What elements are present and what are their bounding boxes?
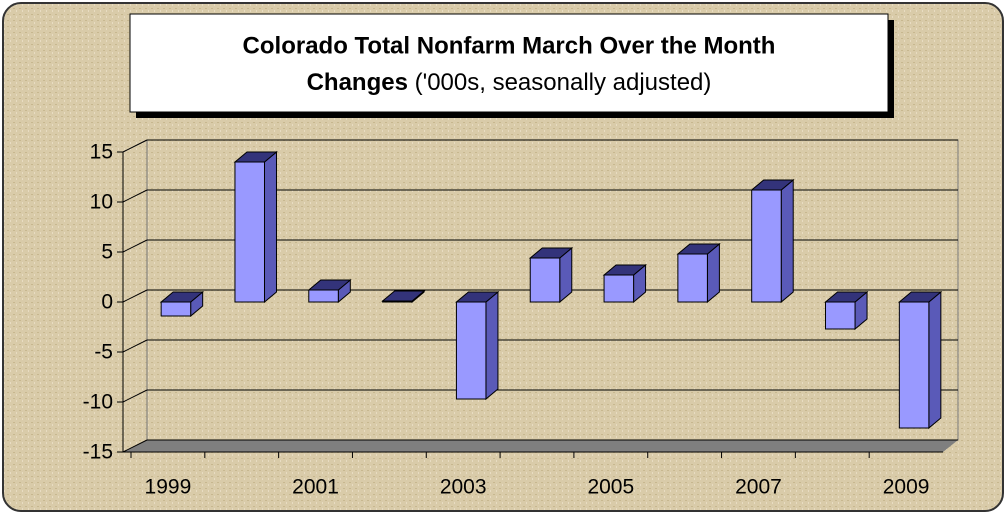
subtitle: ('000s, seasonally adjusted)	[415, 69, 712, 96]
bar	[677, 253, 708, 303]
bar	[308, 289, 339, 303]
y-tick-label: -15	[83, 441, 113, 464]
grid-line-side	[122, 189, 148, 203]
grid-line-side	[122, 139, 148, 153]
title-line2: Changes	[307, 69, 408, 96]
grid-line-side	[122, 339, 148, 353]
y-tick-label: -10	[83, 391, 113, 414]
x-tick-label: 2007	[735, 476, 782, 499]
bar-side	[928, 290, 942, 430]
bar	[160, 301, 192, 317]
background	[2, 2, 1004, 512]
bar-side	[263, 150, 277, 304]
bar	[898, 301, 930, 429]
chart-title: Colorado Total Nonfarm March Over the Mo…	[243, 32, 776, 59]
bar	[529, 257, 561, 303]
x-tick-label: 1999	[145, 476, 192, 499]
bar	[751, 189, 782, 303]
grid-line-side	[122, 389, 148, 403]
bar	[455, 301, 487, 400]
x-tick-label: 2003	[440, 476, 487, 499]
bar	[603, 274, 635, 303]
bar	[825, 301, 856, 330]
y-tick-label: 0	[101, 291, 113, 314]
y-tick-label: -5	[94, 341, 113, 364]
x-tick-label: 2009	[883, 476, 930, 499]
bar-side	[780, 178, 794, 304]
x-tick-label: 2005	[587, 476, 634, 499]
floor	[123, 440, 958, 452]
grid-line-side	[122, 239, 148, 253]
bar	[382, 300, 413, 303]
y-tick-label: 15	[90, 141, 113, 164]
x-tick-label: 2001	[292, 476, 339, 499]
bar	[234, 161, 265, 303]
y-tick-label: 5	[101, 241, 113, 264]
bar-side	[485, 290, 499, 401]
grid-line-side	[122, 439, 148, 453]
y-tick-label: 10	[90, 191, 113, 214]
grid-line-side	[122, 289, 148, 303]
title-box	[129, 13, 889, 113]
chart-title-line2: Changes ('000s, seasonally adjusted)	[307, 69, 712, 96]
